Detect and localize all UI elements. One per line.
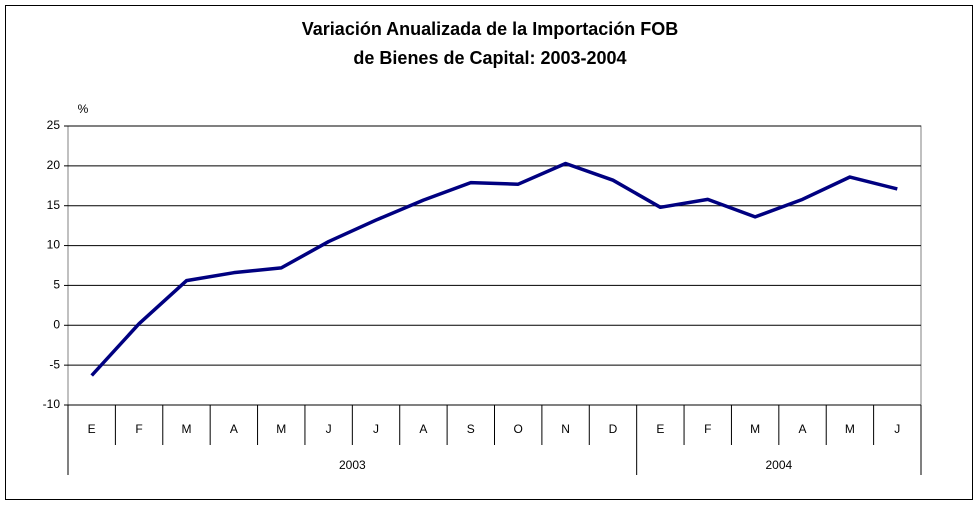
y-tick-label: 5 (53, 278, 60, 292)
y-tick-label: 25 (47, 118, 61, 132)
y-tick-label: -10 (43, 397, 61, 411)
chart-border (5, 5, 973, 500)
y-tick-label: 20 (47, 158, 61, 172)
y-axis-label: % (78, 102, 89, 116)
x-tick-label: M (750, 422, 760, 436)
x-tick-label: F (135, 422, 142, 436)
group-label: 2004 (765, 458, 792, 472)
x-tick-label: J (373, 422, 379, 436)
y-tick-label: -5 (49, 357, 60, 371)
x-tick-label: A (799, 422, 807, 436)
x-tick-label: E (88, 422, 96, 436)
data-line (90, 161, 898, 377)
x-tick-label: M (181, 422, 191, 436)
chart-title: Variación Anualizada de la Importación F… (302, 19, 678, 39)
x-tick-label: D (609, 422, 618, 436)
x-tick-label: A (230, 422, 238, 436)
plot-area (67, 125, 922, 406)
x-tick-label: M (845, 422, 855, 436)
x-tick-label: S (467, 422, 475, 436)
y-tick-label: 10 (47, 238, 61, 252)
x-tick-label: M (276, 422, 286, 436)
y-tick-label: 0 (53, 317, 60, 331)
chart-title: de Bienes de Capital: 2003-2004 (353, 48, 626, 68)
x-tick-label: E (656, 422, 664, 436)
x-tick-label: J (894, 422, 900, 436)
x-tick-label: A (419, 422, 427, 436)
x-tick-label: F (704, 422, 711, 436)
x-tick-label: N (561, 422, 570, 436)
group-label: 2003 (339, 458, 366, 472)
x-tick-label: J (326, 422, 332, 436)
y-tick-label: 15 (47, 198, 61, 212)
x-tick-label: O (514, 422, 523, 436)
